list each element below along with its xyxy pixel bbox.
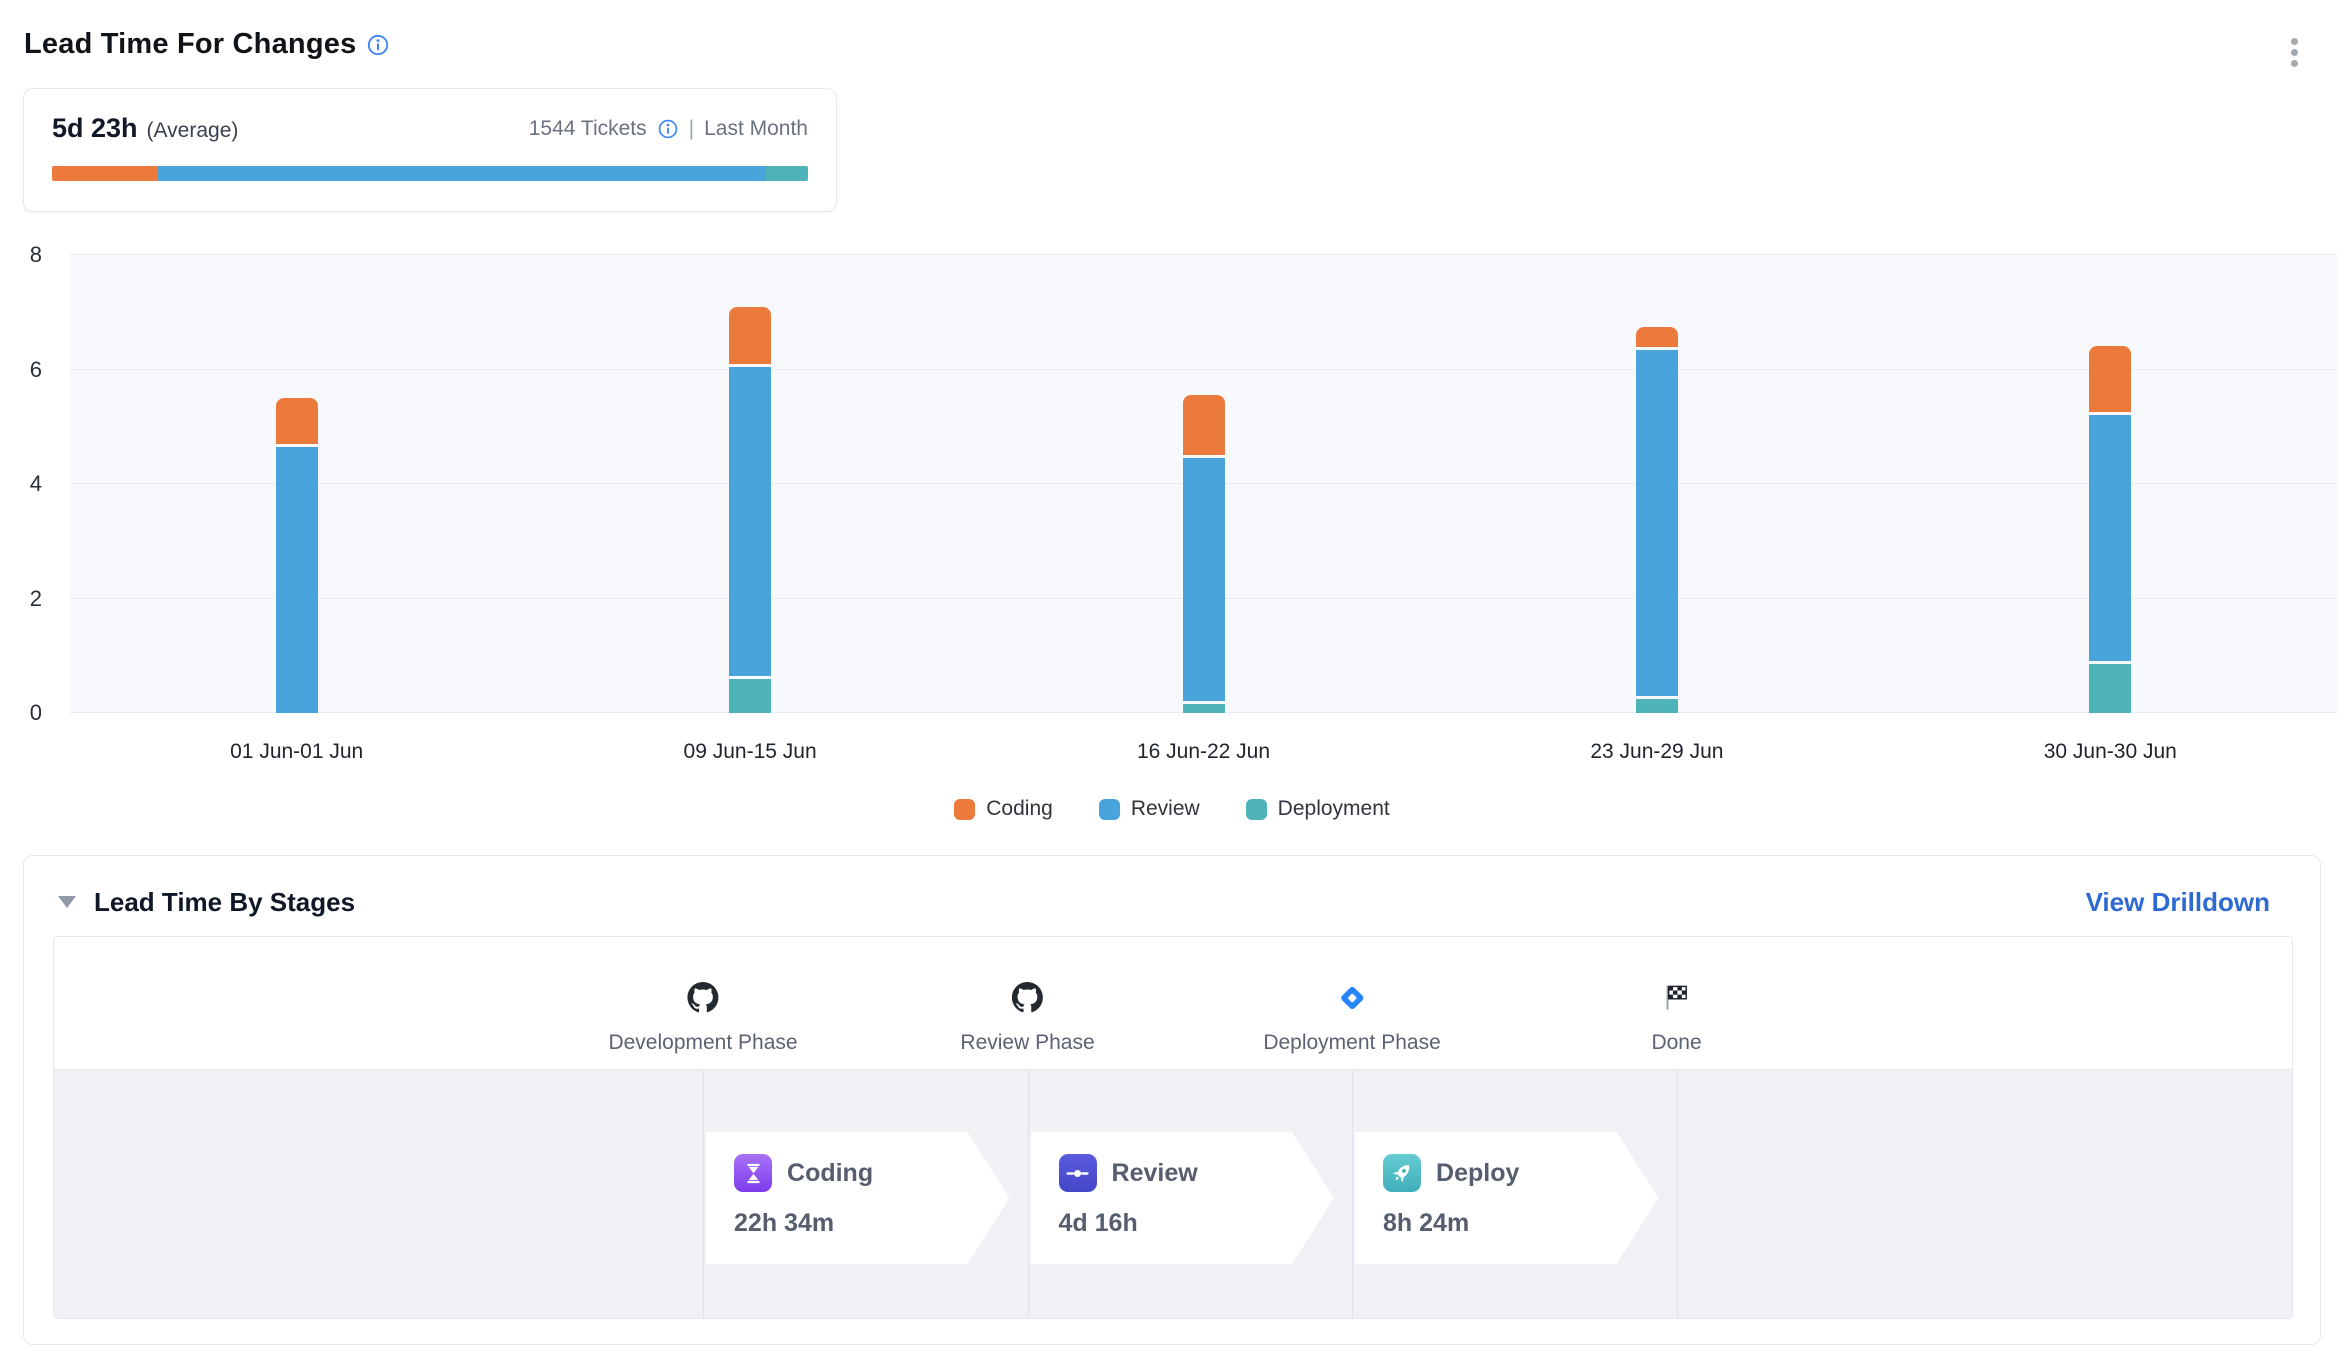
summary-stacked-bar (52, 166, 808, 181)
chart-plot (70, 254, 2337, 713)
stacked-bar-30 Jun-30 Jun[interactable] (2089, 346, 2132, 713)
stage-name: Coding (787, 1158, 874, 1187)
title-info-icon[interactable] (366, 33, 390, 57)
x-tick-label: 23 Jun-29 Jun (1590, 740, 1724, 763)
period-label: Last Month (704, 116, 808, 140)
stage-card-review[interactable]: Review 4d 16h (1031, 1132, 1335, 1264)
column-divider (703, 1070, 705, 1318)
bar-segment-deployment (729, 679, 772, 713)
commit-icon (1059, 1154, 1097, 1192)
collapse-chevron-icon[interactable] (58, 896, 76, 908)
legend-label: Review (1130, 797, 1200, 820)
stacked-bar-09 Jun-15 Jun[interactable] (729, 307, 772, 713)
page-title: Lead Time For Changes (24, 28, 357, 60)
average-lead-time-value: 5d 23h (52, 113, 138, 143)
stage-table-body: Coding 22h 34m Review 4d 16h Deploy 8h 24m (54, 1070, 2292, 1318)
stage-card-deploy[interactable]: Deploy 8h 24m (1355, 1132, 1659, 1264)
x-tick-label: 09 Jun-15 Jun (683, 740, 817, 763)
bar-segment-review (1182, 458, 1225, 701)
lead-time-by-stages-panel: Lead Time By Stages View Drilldown Devel… (23, 855, 2321, 1345)
legend-swatch-icon (954, 798, 976, 820)
legend-swatch-icon (1245, 798, 1267, 820)
legend-item-coding[interactable]: Coding (954, 797, 1053, 821)
stacked-bar-16 Jun-22 Jun[interactable] (1182, 395, 1225, 713)
phase-done: Done (1651, 982, 1702, 1055)
bar-segment-coding (1182, 395, 1225, 455)
github-icon (1012, 982, 1044, 1018)
legend-item-deployment[interactable]: Deployment (1245, 797, 1390, 821)
widget-header: Lead Time For Changes (24, 28, 2320, 67)
legend-label: Deployment (1277, 797, 1390, 820)
y-tick-label: 4 (29, 471, 42, 496)
stages-panel-title: Lead Time By Stages (94, 886, 356, 917)
chart-x-axis: 01 Jun-01 Jun 09 Jun-15 Jun 16 Jun-22 Jun 2… (70, 740, 2337, 770)
y-tick-label: 0 (29, 700, 42, 725)
stacked-bar-01 Jun-01 Jun[interactable] (275, 398, 318, 713)
bar-segment-deployment (1635, 699, 1678, 713)
column-divider (1676, 1070, 1678, 1318)
column-divider (1027, 1070, 1029, 1318)
bar-segment-review (729, 367, 772, 676)
phase-label: Done (1651, 1031, 1702, 1054)
bar-segment-deployment (2089, 664, 2132, 713)
stage-table-header: Development Phase Review Phase Deployment … (54, 937, 2292, 1070)
y-tick-label: 2 (29, 585, 42, 611)
chart-legend: Coding Review Deployment (0, 797, 2344, 821)
stage-table: Development Phase Review Phase Deployment … (53, 936, 2293, 1319)
bar-segment-coding (729, 307, 772, 364)
y-tick-label: 8 (29, 242, 42, 267)
summary-bar-segment-review (157, 166, 767, 181)
phase-label: Development Phase (608, 1031, 798, 1054)
checkered-flag-icon (1661, 982, 1692, 1018)
stage-duration: 22h 34m (734, 1209, 835, 1237)
phase-label: Deployment Phase (1263, 1031, 1441, 1054)
bar-segment-deployment (1182, 704, 1225, 713)
stage-name: Deploy (1436, 1158, 1520, 1187)
stage-duration: 4d 16h (1058, 1209, 1138, 1237)
bar-segment-coding (2089, 346, 2132, 412)
stage-name: Review (1111, 1158, 1198, 1187)
jira-icon (1337, 983, 1367, 1018)
average-label: (Average) (146, 119, 239, 142)
lead-time-chart: 0 2 4 6 8 01 Jun-01 Jun 09 Jun-15 Jun 16 Jun-2… (0, 242, 2344, 821)
gridline-y-8 (70, 254, 2337, 255)
stage-card-coding[interactable]: Coding 22h 34m (706, 1132, 1010, 1264)
column-divider (1352, 1070, 1354, 1318)
phase-development-phase: Development Phase (608, 982, 798, 1055)
bar-segment-review (275, 447, 318, 713)
stage-duration: 8h 24m (1383, 1209, 1470, 1237)
bar-segment-coding (275, 398, 318, 444)
x-tick-label: 16 Jun-22 Jun (1136, 740, 1271, 763)
x-tick-label: 01 Jun-01 Jun (230, 740, 364, 763)
chart-y-axis: 0 2 4 6 8 (0, 242, 56, 725)
separator: | (688, 116, 695, 140)
tickets-count: 1544 Tickets (528, 116, 647, 140)
phase-review-phase: Review Phase (960, 982, 1095, 1055)
legend-item-review[interactable]: Review (1098, 797, 1200, 821)
summary-bar-segment-deployment (766, 166, 808, 181)
tickets-info-icon[interactable] (657, 118, 679, 140)
x-tick-label: 30 Jun-30 Jun (2043, 740, 2177, 763)
y-tick-label: 6 (29, 356, 42, 382)
gridline-y-6 (70, 368, 2337, 370)
stacked-bar-23 Jun-29 Jun[interactable] (1635, 327, 1678, 713)
rocket-icon (1383, 1154, 1421, 1192)
hourglass-icon (734, 1154, 772, 1192)
view-drilldown-link[interactable]: View Drilldown (2085, 886, 2270, 917)
phase-deployment-phase: Deployment Phase (1263, 983, 1441, 1055)
bar-segment-review (2089, 415, 2132, 661)
github-icon (687, 982, 719, 1018)
phase-label: Review Phase (960, 1031, 1095, 1054)
legend-label: Coding (986, 797, 1053, 820)
summary-card: 5d 23h (Average) 1544 Tickets | Last Mon… (23, 88, 837, 212)
summary-bar-segment-coding (52, 166, 158, 181)
kebab-menu-icon[interactable] (2274, 30, 2314, 74)
bar-segment-review (1635, 350, 1678, 696)
legend-swatch-icon (1098, 798, 1120, 820)
bar-segment-coding (1635, 327, 1678, 347)
